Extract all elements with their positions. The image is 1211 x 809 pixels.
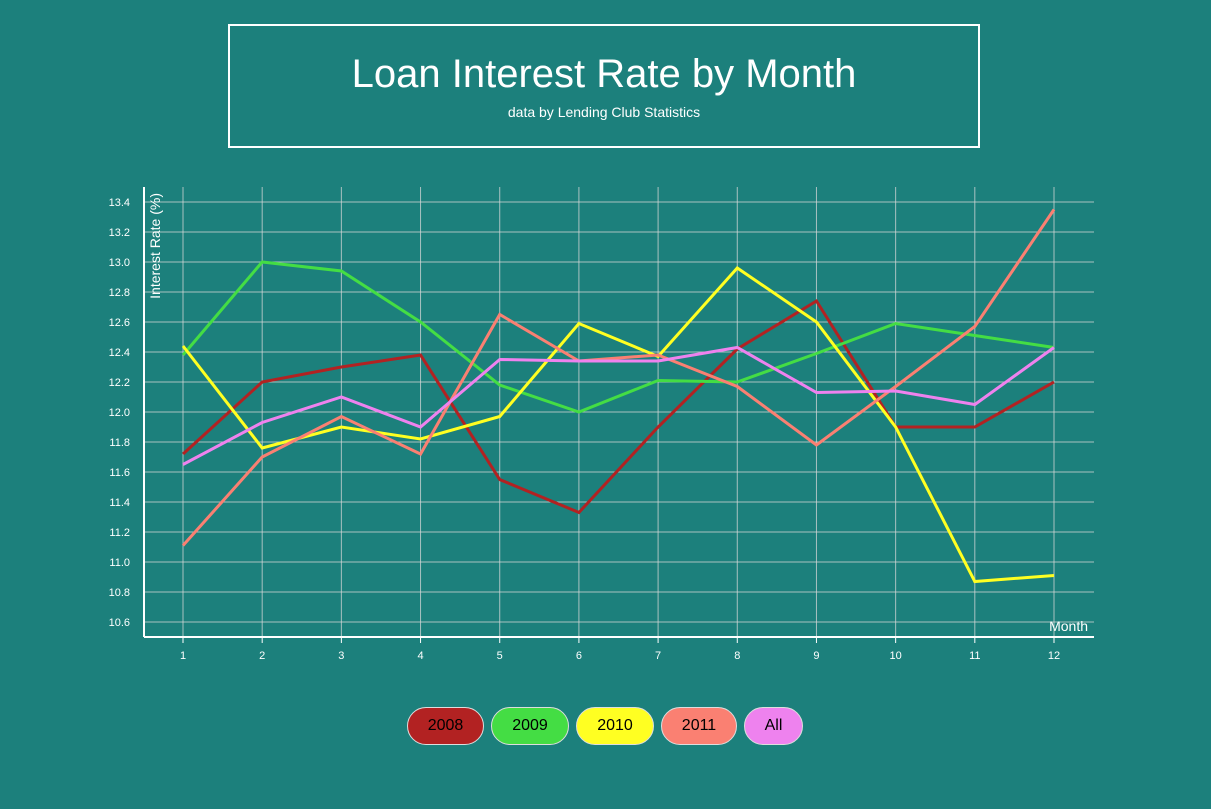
x-tick-label: 9 [813,650,819,662]
x-tick-label: 10 [890,650,902,662]
y-tick-label: 11.0 [109,557,130,569]
line-chart: 10.6 10.8 11.0 11.2 11.4 11.6 11.8 12.0 12.2 12.4… [109,187,1094,662]
chart-subtitle: data by Lending Club Statistics [507,104,701,120]
x-tick-label: 6 [576,650,582,662]
x-tick-label: 2 [259,650,265,662]
y-tick-label: 11.2 [109,527,130,539]
x-tick-label: 12 [1048,650,1060,662]
y-tick-label: 12.2 [109,377,130,389]
y-tick-label: 12.0 [109,407,130,419]
x-tick-label: 4 [417,650,423,662]
y-tick-label: 13.0 [109,257,130,269]
y-tick-label: 12.6 [109,317,130,329]
series-line-2008 [181,298,1055,515]
series-line-2010 [181,266,1055,584]
x-tick-label: 8 [734,650,740,662]
x-tick-label: 3 [338,650,344,662]
filter-2008-button[interactable]: 2008 [407,707,484,745]
y-tick-label: 12.8 [109,287,130,299]
y-tick-label: 10.8 [109,587,130,599]
filter-all-button[interactable]: All [744,707,803,745]
chart-title: Loan Interest Rate by Month [351,52,857,96]
y-tick-label: 11.6 [109,467,130,479]
x-tick-label: 1 [180,650,186,662]
series-line-2009 [181,260,1055,414]
filter-2011-button[interactable]: 2011 [661,707,737,745]
x-axis-label: Month [1049,618,1088,634]
chart-title-box: Loan Interest Rate by Month data by Lend… [228,24,980,148]
y-tick-label: 13.4 [109,197,130,209]
y-tick-label: 13.2 [109,227,130,239]
y-tick-label: 12.4 [109,347,130,359]
x-tick-label: 11 [969,650,980,662]
filter-2010-button[interactable]: 2010 [576,707,654,745]
series-filter-legend: 2008 2009 2010 2011 All [407,707,803,745]
y-axis-label: Interest Rate (%) [147,193,163,299]
series-line-2011 [181,208,1056,547]
x-tick-label: 5 [497,650,503,662]
series-line-all [182,345,1055,466]
filter-2009-button[interactable]: 2009 [491,707,569,745]
y-tick-label: 11.8 [109,437,130,449]
y-tick-label: 10.6 [109,617,130,629]
x-tick-label: 7 [655,650,661,662]
y-tick-label: 11.4 [109,497,130,509]
